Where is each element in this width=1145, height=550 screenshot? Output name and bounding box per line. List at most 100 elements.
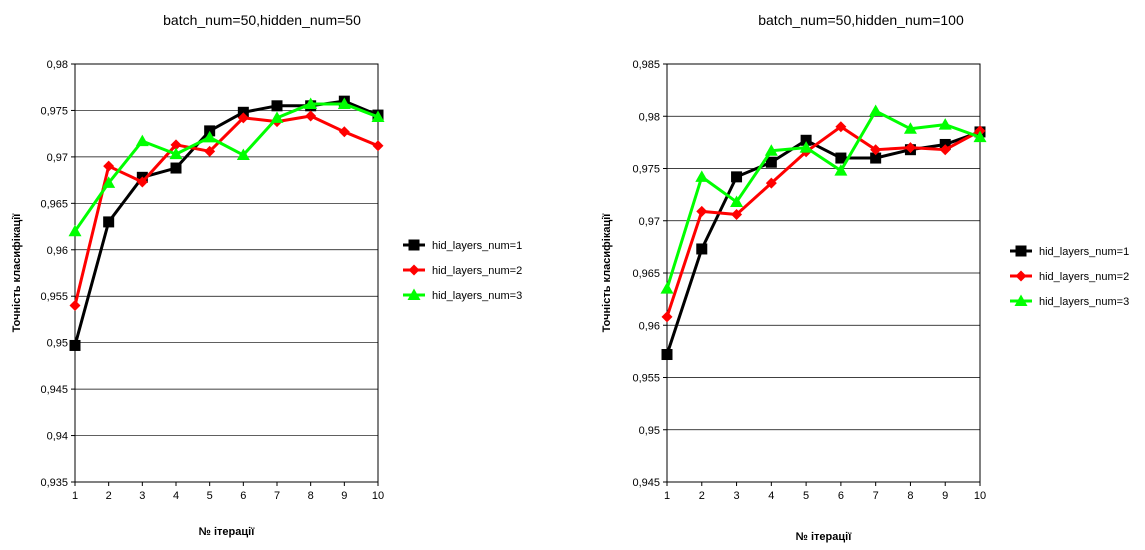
series-2 (69, 110, 384, 312)
y-tick-label: 0,935 (40, 477, 68, 489)
data-point (204, 145, 216, 157)
legend-label: hid_layers_num=3 (1039, 296, 1129, 308)
x-tick-label: 1 (72, 490, 78, 502)
x-tick-label: 9 (942, 490, 948, 502)
y-tick-label: 0,985 (632, 59, 660, 71)
chart-1: batch_num=50,hidden_num=50 0,935 0,94 0,945… (11, 12, 522, 538)
legend-entry: hid_layers_num=2 (403, 264, 522, 277)
y-tick-label: 0,97 (639, 216, 660, 228)
legend-label: hid_layers_num=2 (432, 265, 522, 277)
data-point (800, 134, 812, 146)
chart-title: batch_num=50,hidden_num=50 (163, 12, 361, 28)
series-line (665, 125, 981, 318)
data-point (695, 170, 709, 182)
x-tick-label: 2 (106, 490, 112, 502)
data-point (799, 141, 813, 153)
x-tick-label: 7 (274, 490, 280, 502)
y-tick-label: 0,98 (47, 59, 68, 71)
x-tick-label: 6 (240, 490, 246, 502)
x-tick-label: 5 (803, 490, 809, 502)
legend-label: hid_layers_num=2 (1039, 271, 1129, 283)
x-axis-label: № ітерації (199, 526, 256, 538)
data-point (870, 144, 882, 156)
y-tick-label: 0,955 (40, 291, 68, 303)
x-tick-label: 3 (733, 490, 739, 502)
data-point (237, 112, 249, 124)
data-point (68, 224, 82, 237)
y-axis-label: Точність класифікації (601, 213, 613, 333)
data-point (903, 122, 917, 134)
x-tick-label: 4 (173, 490, 179, 502)
legend-marker (1015, 245, 1027, 257)
data-point (69, 300, 81, 312)
data-point (338, 126, 350, 138)
y-tick-label: 0,95 (639, 425, 660, 437)
data-point (372, 140, 384, 152)
legend-marker (1014, 294, 1028, 306)
data-point (869, 104, 883, 117)
data-point (834, 164, 848, 176)
data-point (204, 125, 216, 137)
x-tick-label: 10 (372, 490, 384, 502)
y-axis-label: Точність класифікації (11, 213, 23, 333)
data-point (371, 110, 385, 122)
y-tick-label: 0,96 (639, 320, 660, 332)
series-3 (68, 97, 385, 237)
data-point (102, 176, 116, 188)
x-tick-label: 10 (974, 490, 986, 502)
y-tick-label: 0,955 (632, 373, 660, 385)
data-point (305, 110, 317, 122)
data-point (764, 144, 778, 156)
series-line (665, 130, 981, 355)
data-point (271, 100, 283, 112)
chart-2: batch_num=50,hidden_num=100 0,945 0,95 0,95… (601, 12, 1129, 543)
data-point (103, 216, 115, 228)
data-point (765, 177, 777, 189)
y-tick-label: 0,96 (47, 245, 68, 257)
data-point (731, 171, 743, 183)
legend-label: hid_layers_num=1 (432, 240, 522, 252)
data-point (304, 97, 318, 109)
data-point (939, 144, 951, 156)
data-point (337, 97, 351, 109)
x-tick-label: 8 (308, 490, 314, 502)
x-tick-label: 8 (907, 490, 913, 502)
plot-frame (74, 63, 379, 483)
chart-title: batch_num=50,hidden_num=100 (758, 12, 964, 28)
legend-marker (408, 239, 420, 251)
data-point (169, 147, 183, 160)
data-point (731, 208, 743, 220)
data-point (135, 134, 149, 147)
legend-entry: hid_layers_num=3 (1010, 294, 1129, 308)
y-tick-label: 0,975 (632, 164, 660, 176)
plot-frame (666, 63, 981, 483)
legend-label: hid_layers_num=3 (432, 290, 522, 302)
y-tick-label: 0,97 (47, 152, 68, 164)
x-tick-label: 4 (768, 490, 774, 502)
data-point (973, 130, 987, 143)
data-point (237, 106, 249, 118)
y-tick-label: 0,98 (639, 111, 660, 123)
y-tick-label: 0,945 (40, 384, 68, 396)
data-point (765, 156, 777, 168)
y-tick-label: 0,94 (47, 431, 68, 443)
data-point (203, 130, 217, 143)
legend-entry: hid_layers_num=3 (403, 288, 522, 302)
y-tick-label: 0,95 (47, 338, 68, 350)
x-tick-label: 6 (838, 490, 844, 502)
x-tick-label: 9 (341, 490, 347, 502)
y-tick-label: 0,945 (632, 477, 660, 489)
x-tick-label: 1 (664, 490, 670, 502)
data-point (661, 311, 673, 323)
legend-entry: hid_layers_num=1 (403, 239, 522, 252)
data-point (136, 176, 148, 188)
x-tick-label: 3 (139, 490, 145, 502)
x-tick-label: 5 (207, 490, 213, 502)
series-2 (661, 121, 986, 323)
y-tick-label: 0,965 (40, 198, 68, 210)
data-point (696, 205, 708, 217)
data-point (904, 142, 916, 154)
data-point (103, 160, 115, 172)
